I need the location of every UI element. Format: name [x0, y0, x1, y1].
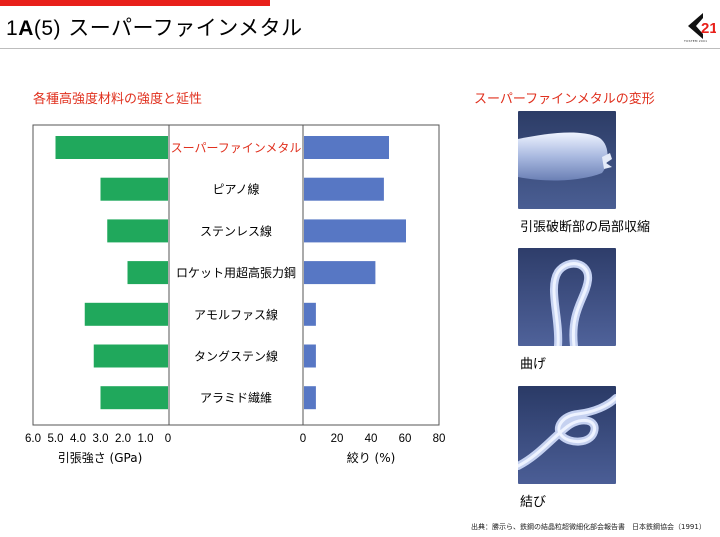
category-label: スーパーファインメタル	[171, 141, 302, 155]
left-x-tick-label: 1.0	[138, 433, 154, 445]
page-title-text: スーパーファインメタル	[68, 16, 303, 40]
category-label: ピアノ線	[213, 182, 260, 197]
category-label: アモルファス線	[194, 307, 278, 322]
logo-mark-shape	[688, 13, 703, 39]
left-x-tick-label: 6.0	[25, 433, 41, 445]
tensile-strength-bar	[100, 386, 168, 410]
right-x-axis-label: 絞り (%)	[347, 450, 396, 465]
tensile-strength-bar	[100, 177, 168, 201]
company-logo: 21	[688, 13, 716, 39]
tensile-strength-bar	[127, 261, 168, 285]
reduction-area-bar	[304, 177, 384, 201]
tensile-strength-bar	[55, 136, 168, 159]
photo-caption-knot: 結び	[520, 495, 547, 510]
page-title-paren: (5)	[33, 17, 62, 40]
tensile-strength-bar	[107, 219, 168, 243]
left-x-tick-label: 4.0	[70, 433, 86, 445]
reduction-area-bar	[304, 344, 316, 368]
category-label: アラミド繊維	[200, 391, 272, 405]
photos-section-title: スーパーファインメタルの変形	[474, 92, 655, 107]
chart-section-title: 各種高強度材料の強度と延性	[33, 92, 203, 107]
right-x-tick-label: 40	[365, 433, 378, 445]
page-title-letter: A	[18, 17, 34, 40]
photo-caption-bending: 曲げ	[520, 357, 547, 372]
reduction-area-bar	[304, 219, 406, 243]
reduction-area-bar	[304, 302, 316, 326]
header-accent-bar	[0, 0, 270, 6]
right-x-tick-label: 80	[433, 433, 446, 445]
tensile-fracture-photo	[518, 111, 616, 209]
reduction-area-bar	[304, 136, 389, 159]
category-label: ステンレス線	[200, 223, 272, 238]
tensile-strength-bar	[84, 302, 168, 326]
right-x-tick-label: 60	[399, 433, 412, 445]
right-x-tick-label: 20	[331, 433, 344, 445]
left-x-tick-label: 3.0	[93, 433, 109, 445]
logo-caption: TOSTEM 2001	[684, 39, 708, 43]
left-x-axis-label: 引張強さ (GPa)	[58, 451, 143, 465]
source-note: 出典：勝示ら、鉄鋼の結晶粒超微細化部会報告書 日本鉄鋼協会（1991）	[471, 523, 706, 531]
bending-photo	[518, 248, 616, 346]
left-x-tick-label: 0	[165, 433, 171, 445]
photo-caption-tensile: 引張破断部の局部収縮	[520, 220, 651, 235]
knot-photo	[518, 386, 616, 484]
logo-mark-text: 21	[701, 20, 716, 37]
header-rule	[0, 48, 720, 49]
category-label: ロケット用超高張力鋼	[176, 265, 296, 280]
reduction-area-bar	[304, 261, 376, 285]
chart-frame	[32, 124, 440, 426]
left-x-tick-label: 2.0	[115, 433, 131, 445]
page-title: 1A(5) スーパーファインメタル	[6, 12, 303, 42]
category-label: タングステン線	[194, 349, 278, 364]
reduction-area-bar	[304, 386, 316, 410]
tensile-strength-bar	[93, 344, 168, 368]
right-x-tick-label: 0	[300, 433, 306, 445]
left-x-tick-label: 5.0	[48, 433, 64, 445]
page-title-number: 1	[6, 17, 19, 40]
